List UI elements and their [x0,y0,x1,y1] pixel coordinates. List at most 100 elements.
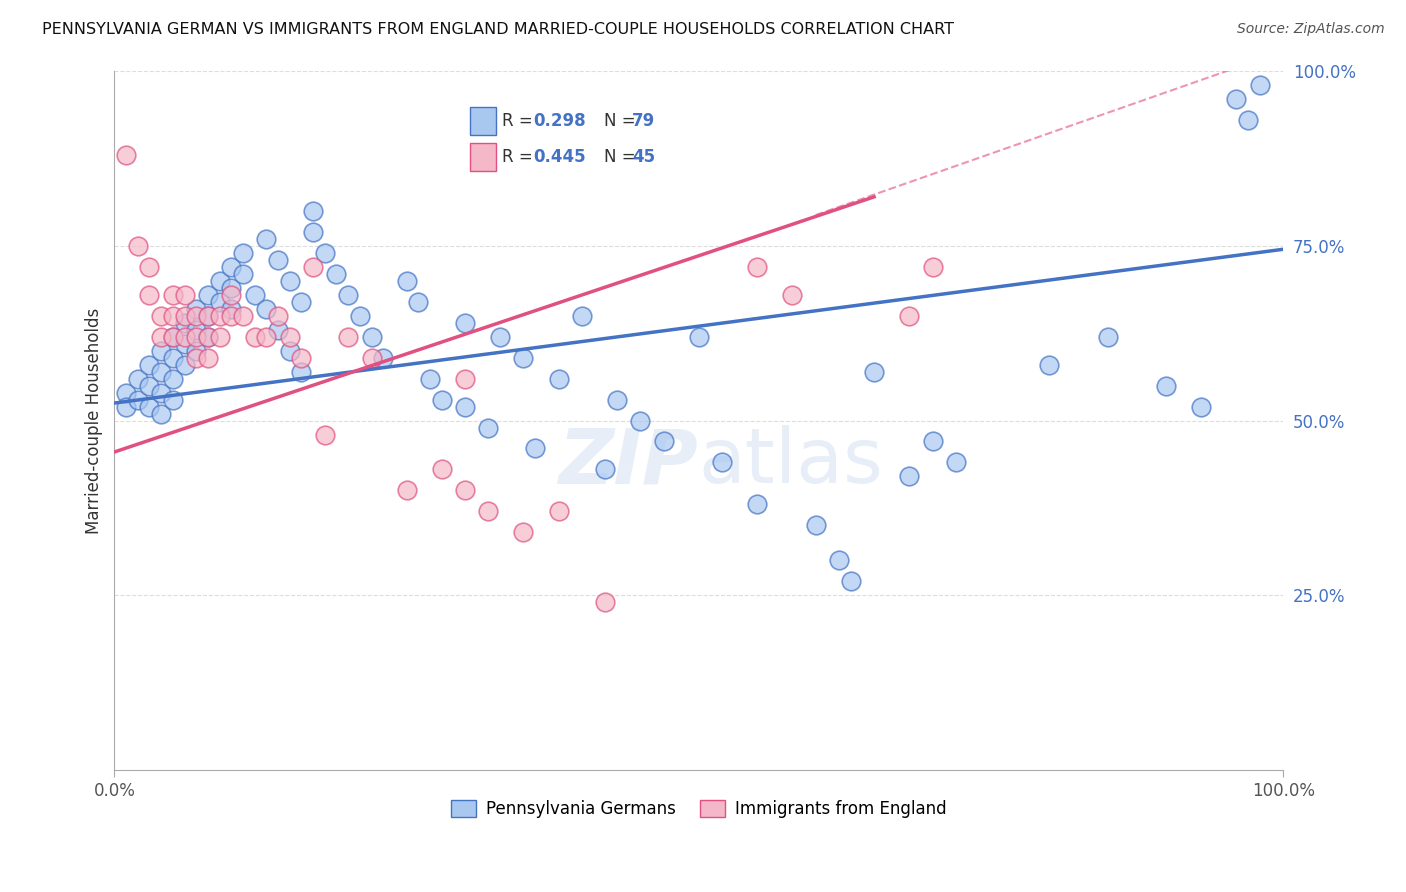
Point [477,420,499,434]
Point [115,148,138,162]
Point [593,595,616,609]
Point [219,309,242,323]
Point [828,553,851,567]
Point [454,316,477,330]
Point [173,309,195,323]
Point [254,232,277,246]
Point [162,392,184,407]
Point [302,260,325,274]
Point [138,287,160,301]
Point [337,329,360,343]
Point [314,245,336,260]
Point [208,294,231,309]
Point [162,371,184,385]
Point [127,392,149,407]
Point [406,294,429,309]
Point [290,365,312,379]
Point [127,371,149,385]
Point [267,309,290,323]
Y-axis label: Married-couple Households: Married-couple Households [86,308,103,533]
Point [747,260,769,274]
Point [186,343,208,358]
Point [162,309,184,323]
Point [197,287,219,301]
Point [1237,113,1260,128]
Point [547,504,569,518]
Point [780,287,803,301]
Point [290,351,312,365]
Point [162,329,184,343]
Point [863,365,886,379]
Point [173,329,195,343]
Point [219,301,242,316]
Point [162,329,184,343]
Point [186,323,208,337]
Point [628,413,651,427]
Point [197,351,219,365]
Point [593,462,616,476]
Point [571,309,593,323]
Point [208,329,231,343]
Point [1189,400,1212,414]
Point [197,309,219,323]
Point [454,371,477,385]
Point [302,203,325,218]
Point [430,392,453,407]
Point [430,462,453,476]
Point [186,351,208,365]
Point [278,343,301,358]
Point [652,434,675,449]
Point [373,351,395,365]
Point [314,427,336,442]
Point [150,365,173,379]
Point [921,260,943,274]
Point [839,574,862,589]
Point [898,309,921,323]
Point [186,309,208,323]
Point [197,329,219,343]
Point [115,385,138,400]
Point [945,455,967,469]
Point [243,329,266,343]
Point [454,483,477,498]
Point [337,287,360,301]
Point [267,323,290,337]
Point [1097,329,1119,343]
Point [197,309,219,323]
Point [477,504,499,518]
Point [219,260,242,274]
Point [186,301,208,316]
Point [232,309,254,323]
Point [150,309,173,323]
Point [162,351,184,365]
Text: ZIP: ZIP [560,425,699,500]
Point [688,329,710,343]
Point [150,385,173,400]
Point [1038,358,1060,372]
Point [606,392,628,407]
Point [302,225,325,239]
Point [232,245,254,260]
Point [711,455,734,469]
Point [1154,378,1177,392]
Point [278,274,301,288]
Point [512,525,534,540]
Point [208,309,231,323]
Point [360,351,382,365]
Point [1225,92,1247,106]
Point [547,371,569,385]
Point [921,434,943,449]
Point [186,329,208,343]
Text: atlas: atlas [699,425,883,500]
Point [138,260,160,274]
Point [524,442,547,456]
Point [115,400,138,414]
Point [395,483,418,498]
Point [267,252,290,267]
Point [173,358,195,372]
Point [173,336,195,351]
Point [290,294,312,309]
Text: PENNSYLVANIA GERMAN VS IMMIGRANTS FROM ENGLAND MARRIED-COUPLE HOUSEHOLDS CORRELA: PENNSYLVANIA GERMAN VS IMMIGRANTS FROM E… [42,22,955,37]
Point [512,351,534,365]
Text: Source: ZipAtlas.com: Source: ZipAtlas.com [1237,22,1385,37]
